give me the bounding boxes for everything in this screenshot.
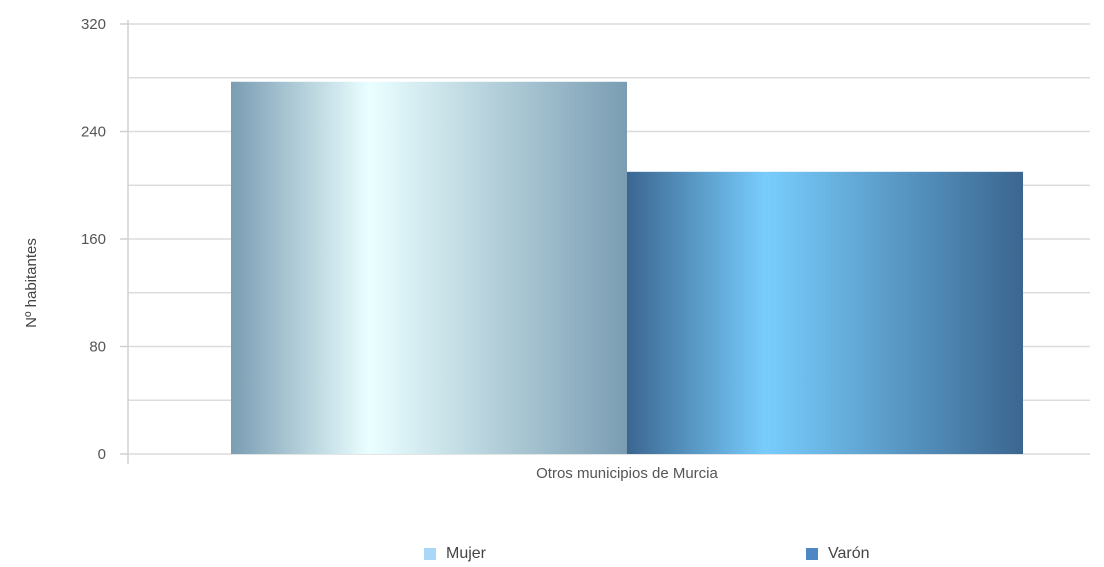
bars bbox=[231, 81, 1023, 454]
y-tick-label: 0 bbox=[98, 446, 106, 463]
y-tick-label: 240 bbox=[81, 124, 106, 141]
y-tick-label: 320 bbox=[81, 16, 106, 33]
legend-swatch-mujer bbox=[424, 548, 436, 560]
axes: 0 80 160 240 320 Otros municipios de Murcia bbox=[81, 16, 719, 482]
y-tick-label: 80 bbox=[89, 339, 106, 356]
bar-mujer[interactable] bbox=[231, 81, 627, 454]
y-tick-label: 160 bbox=[81, 231, 106, 248]
legend-item-mujer[interactable]: Mujer bbox=[424, 545, 486, 563]
x-category-label: Otros municipios de Murcia bbox=[536, 465, 718, 482]
legend-label-varon: Varón bbox=[828, 545, 870, 562]
legend: Mujer Varón bbox=[0, 545, 1104, 567]
legend-swatch-varon bbox=[806, 548, 818, 560]
y-axis-title: Nº habitantes bbox=[23, 238, 40, 328]
legend-item-varon[interactable]: Varón bbox=[806, 545, 870, 563]
legend-label-mujer: Mujer bbox=[446, 545, 487, 562]
bar-chart: 0 80 160 240 320 Otros municipios de Murcia N… bbox=[23, 16, 1090, 482]
bar-varon[interactable] bbox=[627, 171, 1023, 454]
